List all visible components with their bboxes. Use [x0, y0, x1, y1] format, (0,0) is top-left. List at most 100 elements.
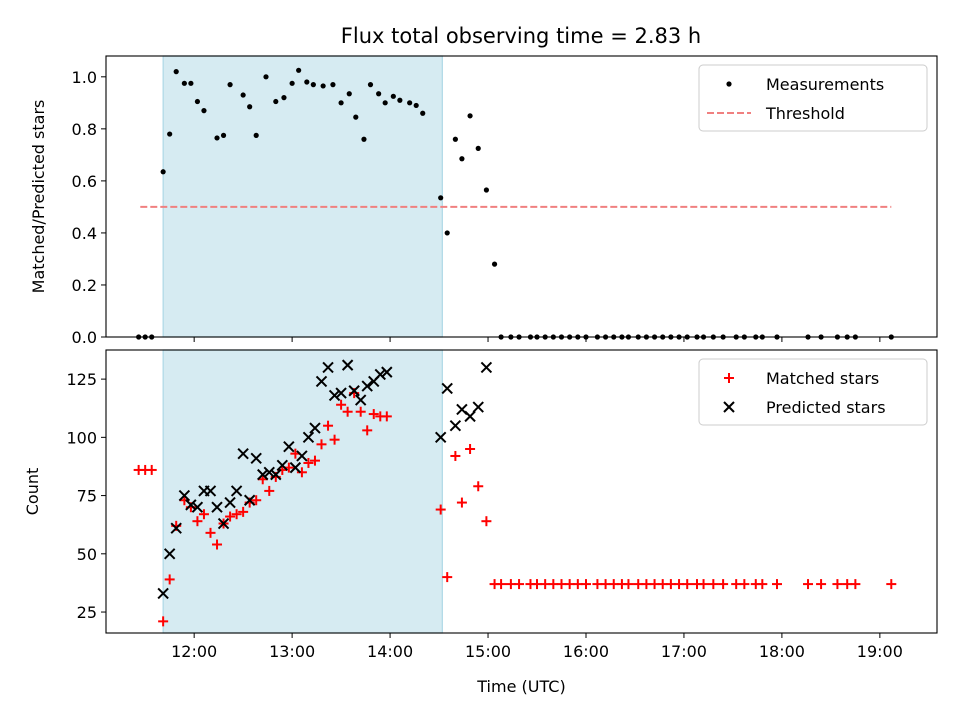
chart-title: Flux total observing time = 2.83 h	[341, 24, 701, 48]
measurement-point	[459, 156, 465, 162]
matched-star-point	[336, 399, 347, 410]
matched-star-point	[580, 579, 591, 590]
measurement-point	[413, 102, 419, 109]
y-tick-label: 100	[66, 428, 97, 447]
y-tick-label: 0.2	[72, 276, 97, 295]
matched-star-point	[303, 457, 314, 468]
legend-label: Measurements	[766, 75, 884, 94]
measurement-point	[346, 91, 352, 97]
legend-box	[698, 358, 928, 426]
legend-marker	[723, 401, 735, 413]
matched-star-point	[198, 509, 209, 520]
y-tick-label: 50	[77, 545, 97, 564]
axes-frame	[105, 55, 938, 338]
predicted-star-point	[185, 499, 197, 511]
x-tick-label: 15:00	[465, 642, 511, 661]
matched-star-point	[739, 579, 750, 590]
x-axis-label: Time (UTC)	[476, 677, 565, 696]
y-tick-label: 1.0	[72, 68, 97, 87]
measurement-point	[320, 83, 326, 89]
predicted-star-point	[354, 394, 367, 406]
y-axis-label: Count	[23, 468, 42, 516]
measurement-point	[194, 98, 201, 105]
y-axis-label: Matched/Predicted stars	[29, 100, 48, 294]
y-tick-label: 25	[77, 603, 97, 622]
measurement-point	[330, 82, 336, 88]
predicted-star-point	[315, 375, 328, 388]
legend: Matched stars Predicted stars	[698, 358, 928, 426]
predicted-star-point	[224, 496, 236, 509]
matched-star-point	[225, 511, 236, 522]
predicted-star-point	[464, 410, 476, 423]
measurement-point	[289, 80, 295, 86]
predicted-star-point	[348, 385, 360, 397]
matched-star-point	[803, 579, 814, 590]
y-tick-label: 0.6	[72, 172, 97, 191]
measurement-point	[397, 97, 403, 103]
predicted-star-point	[257, 468, 269, 481]
matched-star-point	[355, 406, 366, 417]
predicted-star-point	[341, 359, 354, 371]
predicted-star-point	[328, 389, 341, 402]
matched-star-point	[212, 539, 223, 550]
measurement-point	[247, 104, 253, 110]
predicted-star-point	[472, 401, 484, 413]
x-tick-label: 17:00	[661, 642, 707, 661]
x-tick-label: 18:00	[759, 642, 805, 661]
matched-star-point	[442, 572, 453, 583]
measurement-point	[376, 91, 382, 97]
matched-star-point	[832, 579, 843, 590]
matched-star-point	[251, 495, 262, 506]
predicted-star-point	[302, 431, 315, 444]
predicted-star-point	[434, 431, 447, 444]
x-tick-label: 13:00	[269, 642, 315, 661]
measurement-point	[304, 79, 310, 85]
observing-span	[162, 55, 443, 338]
y-tick-label: 0.0	[72, 328, 97, 347]
predicted-star-point	[374, 368, 386, 381]
legend: Measurements Threshold	[698, 64, 928, 132]
legend-marker	[726, 81, 732, 87]
bottom-plot-area: 25 50 75 100 125 12:00 13:00 14:00 15:00 16:00 17:…	[23, 349, 938, 696]
predicted-star-point	[230, 485, 243, 497]
matched-star-point	[465, 443, 476, 454]
matched-star-point	[158, 616, 169, 627]
x-tick-label: 16:00	[563, 642, 609, 661]
predicted-star-point	[237, 447, 249, 460]
matched-star-point	[456, 497, 467, 508]
matched-star-point	[496, 579, 507, 590]
measurement-point	[253, 132, 259, 138]
measurement-point	[188, 80, 194, 86]
measurement-point	[338, 100, 344, 106]
matched-star-point	[718, 579, 729, 590]
matched-star-point	[329, 434, 340, 445]
predicted-star-point	[157, 587, 169, 600]
matched-star-point	[698, 579, 709, 590]
matched-star-point	[514, 579, 525, 590]
predicted-star-point	[243, 494, 256, 506]
predicted-star-point	[163, 548, 176, 560]
predicted-star-point	[250, 452, 262, 465]
y-tick-label: 75	[77, 487, 97, 506]
predicted-star-point	[335, 387, 347, 399]
measurement-point	[273, 98, 279, 105]
predicted-star-point	[480, 361, 493, 374]
matched-star-point	[381, 411, 392, 422]
legend-label: Predicted stars	[766, 398, 886, 417]
legend-label: Matched stars	[766, 369, 879, 388]
matched-star-point	[772, 579, 783, 590]
predicted-star-point	[270, 468, 282, 481]
predicted-star-point	[178, 489, 191, 502]
predicted-star-point	[449, 419, 462, 432]
matched-star-point	[450, 450, 461, 461]
measurement-point	[390, 93, 396, 99]
top-panel: 0.0 0.2 0.4 0.6 0.8 1.0 Matched/Predicted star…	[29, 55, 938, 347]
predicted-star-point	[211, 501, 223, 513]
matched-star-point	[435, 504, 446, 515]
matched-star-point	[296, 467, 307, 478]
measurement-point	[310, 82, 316, 88]
matched-star-point	[205, 527, 216, 538]
measurement-point	[160, 169, 166, 175]
predicted-star-point	[309, 422, 321, 434]
measurement-point	[452, 136, 458, 142]
